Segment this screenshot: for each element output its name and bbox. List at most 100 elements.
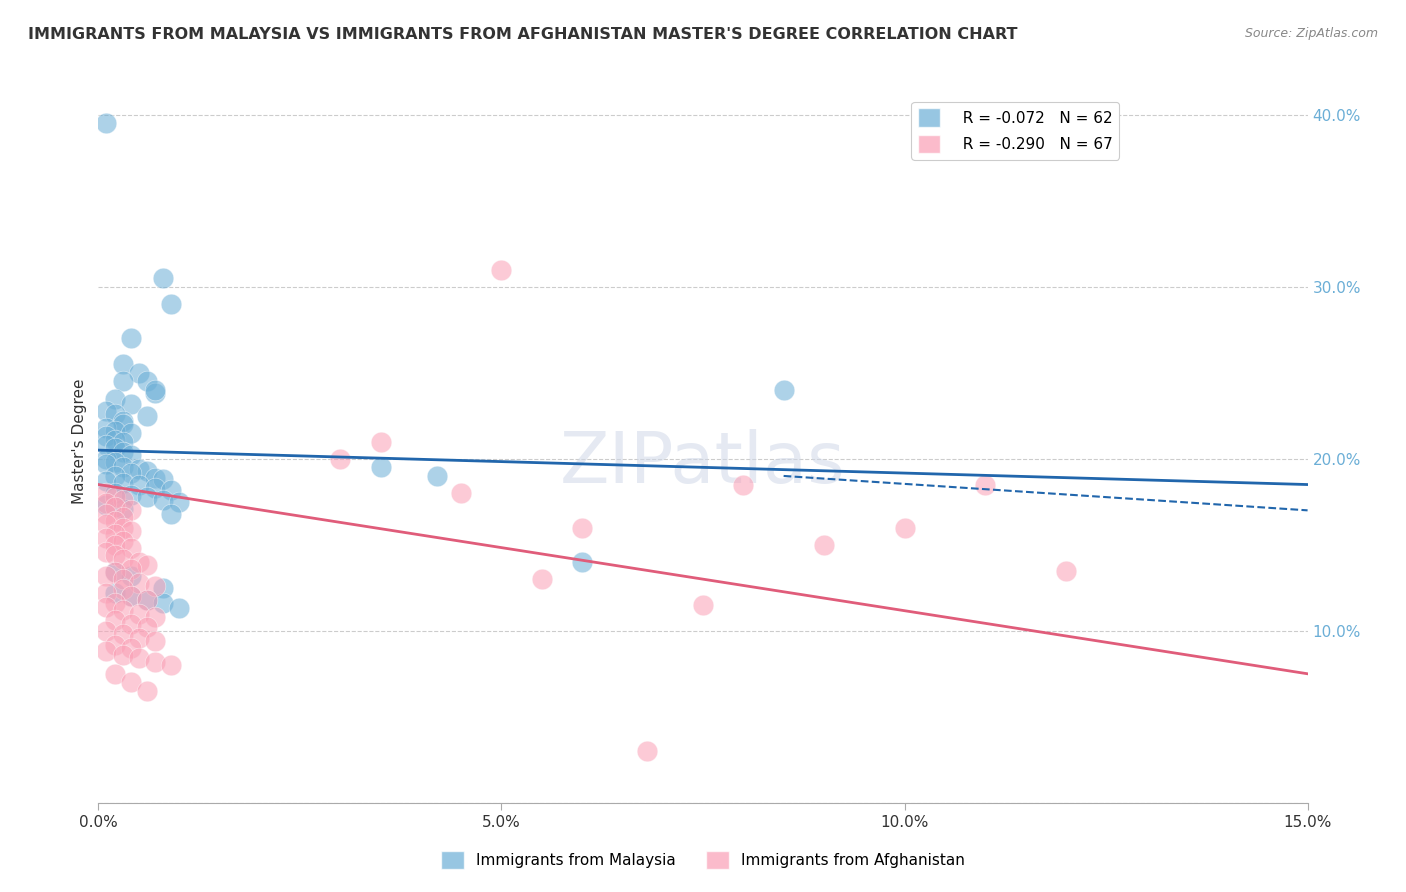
Point (103, 486, 125, 500)
Point (96, 457, 118, 471)
Point (120, 541, 142, 556)
Point (571, 520, 593, 534)
Point (111, 520, 134, 534)
Point (103, 500, 125, 514)
Point (103, 566, 125, 580)
Legend:   R = -0.072   N = 62,   R = -0.290   N = 67: R = -0.072 N = 62, R = -0.290 N = 67 (911, 103, 1119, 160)
Point (160, 483, 183, 497)
Point (111, 375, 134, 389)
Point (96, 496, 118, 510)
Point (103, 614, 125, 628)
Point (120, 675, 142, 690)
Point (96, 624, 118, 638)
Point (135, 409, 157, 423)
Point (111, 357, 134, 371)
Point (111, 501, 134, 516)
Point (103, 455, 125, 469)
Point (111, 627, 134, 641)
Point (111, 445, 134, 459)
Point (120, 562, 142, 576)
Legend: Immigrants from Malaysia, Immigrants from Afghanistan: Immigrants from Malaysia, Immigrants fro… (434, 845, 972, 875)
Point (96, 544, 118, 558)
Point (120, 590, 142, 604)
Point (111, 572, 134, 586)
Point (96, 644, 118, 658)
Text: ZIPatlas: ZIPatlas (560, 429, 846, 498)
Point (135, 620, 157, 634)
Point (103, 566, 125, 580)
Point (96, 498, 118, 512)
Point (1054, 564, 1077, 578)
Point (160, 658, 183, 673)
Point (128, 607, 150, 621)
Point (128, 477, 150, 491)
Point (103, 424, 125, 438)
Point (135, 464, 157, 478)
Point (370, 434, 392, 449)
Point (111, 534, 134, 549)
Point (426, 469, 449, 483)
Point (152, 596, 174, 610)
Point (96, 474, 118, 488)
Point (96, 568, 118, 582)
Point (111, 460, 134, 475)
Point (143, 383, 166, 397)
Point (120, 590, 142, 604)
Point (96, 486, 118, 500)
Point (120, 331, 142, 345)
Text: IMMIGRANTS FROM MALAYSIA VS IMMIGRANTS FROM AFGHANISTAN MASTER'S DEGREE CORRELAT: IMMIGRANTS FROM MALAYSIA VS IMMIGRANTS F… (28, 27, 1018, 42)
Point (120, 503, 142, 517)
Point (96, 116, 118, 130)
Point (143, 655, 166, 669)
Point (128, 366, 150, 380)
Point (111, 551, 134, 566)
Point (120, 616, 142, 631)
Point (491, 262, 513, 277)
Point (103, 433, 125, 447)
Point (96, 531, 118, 545)
Point (103, 469, 125, 483)
Point (143, 471, 166, 485)
Point (103, 527, 125, 541)
Point (103, 514, 125, 528)
Point (143, 634, 166, 648)
Point (120, 397, 142, 411)
Point (135, 375, 157, 389)
Y-axis label: Master's Degree: Master's Degree (72, 379, 87, 504)
Point (143, 386, 166, 401)
Point (128, 651, 150, 665)
Point (450, 486, 472, 500)
Point (135, 592, 157, 607)
Point (160, 297, 183, 311)
Point (103, 638, 125, 652)
Point (813, 538, 835, 552)
Point (103, 666, 125, 681)
Point (96, 507, 118, 521)
Point (128, 462, 150, 476)
Point (111, 510, 134, 524)
Point (103, 596, 125, 610)
Point (152, 472, 174, 486)
Point (120, 488, 142, 502)
Point (111, 475, 134, 490)
Point (96, 599, 118, 614)
Point (167, 601, 190, 615)
Point (111, 417, 134, 432)
Point (111, 603, 134, 617)
Point (103, 407, 125, 421)
Point (128, 631, 150, 645)
Point (96, 403, 118, 417)
Point (96, 429, 118, 443)
Point (636, 744, 658, 758)
Point (96, 586, 118, 600)
Point (128, 575, 150, 590)
Point (111, 648, 134, 662)
Point (111, 434, 134, 449)
Point (143, 579, 166, 593)
Point (103, 538, 125, 552)
Point (772, 383, 794, 397)
Point (135, 592, 157, 607)
Point (733, 477, 755, 491)
Point (120, 448, 142, 462)
Point (143, 610, 166, 624)
